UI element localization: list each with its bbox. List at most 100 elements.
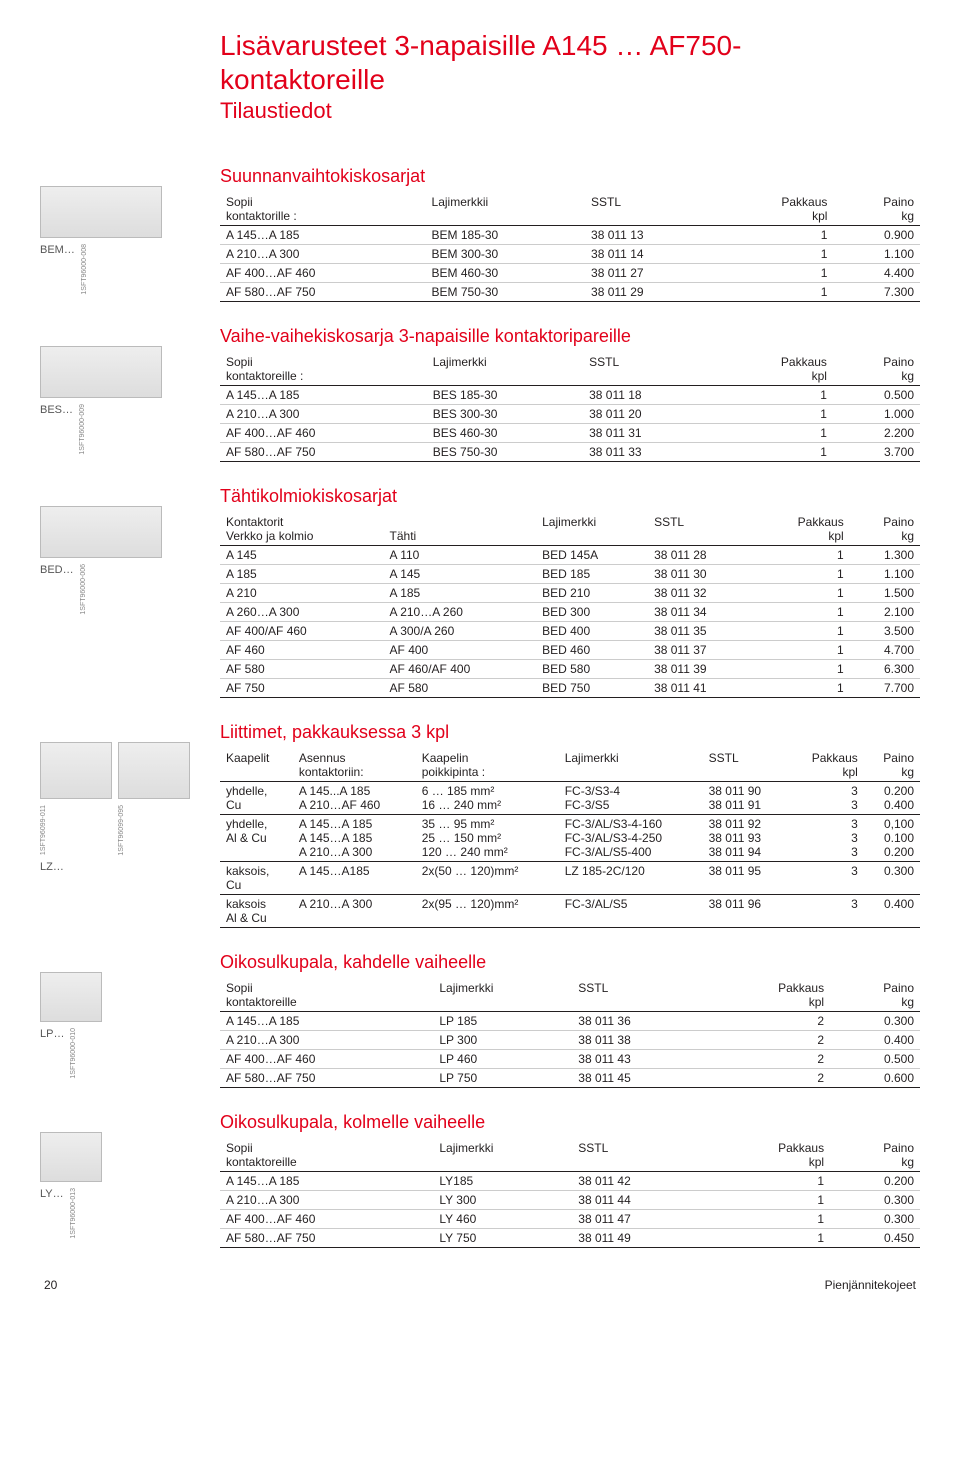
table-cell: 33 — [787, 782, 863, 815]
column-header: Painokg — [830, 1139, 920, 1172]
table-cell: 0.900 — [833, 226, 920, 245]
column-header: Painokg — [833, 353, 920, 386]
table-cell: 0.400 — [864, 895, 920, 928]
section-bes: BES… 1SFT96000-009 Vaihe-vaihekiskosarja… — [40, 316, 920, 462]
table-cell: AF 400…AF 460 — [220, 1210, 433, 1229]
table-row: AF 400…AF 460BEM 460-3038 011 2714.400 — [220, 264, 920, 283]
table-cell: 2 — [708, 1069, 830, 1088]
table-cell: FC-3/S3-4FC-3/S5 — [559, 782, 703, 815]
table-cell: 2.100 — [850, 603, 920, 622]
image-ref-code: 1SFT96000-013 — [70, 1188, 77, 1239]
table-row: A 210A 185BED 21038 011 3211.500 — [220, 584, 920, 603]
table-cell: 38 011 44 — [572, 1191, 708, 1210]
page-title-line2: kontaktoreille — [220, 64, 920, 96]
table-cell: A 300/A 260 — [384, 622, 537, 641]
table-lp: SopiikontaktoreilleLajimerkkiSSTLPakkaus… — [220, 979, 920, 1088]
column-header: Asennuskontaktoriin: — [293, 749, 416, 782]
section-bed: BED… 1SFT96000-006 Tähtikolmiokiskosarja… — [40, 476, 920, 698]
table-cell: A 145…A 185 — [220, 1172, 433, 1191]
table-cell: 7.300 — [833, 283, 920, 302]
table-cell: AF 580…AF 750 — [220, 283, 426, 302]
table-cell: AF 580…AF 750 — [220, 1069, 433, 1088]
table-cell: BED 750 — [536, 679, 648, 698]
column-header: Kaapelit — [220, 749, 293, 782]
table-cell: 1 — [716, 264, 834, 283]
column-header: SSTL — [648, 513, 754, 546]
table-cell: 38 011 45 — [572, 1069, 708, 1088]
column-header: Pakkauskpl — [716, 193, 834, 226]
section-heading: Vaihe-vaihekiskosarja 3-napaisille konta… — [220, 326, 920, 347]
section-heading: Oikosulkupala, kolmelle vaiheelle — [220, 1112, 920, 1133]
table-cell: A 145...A 185A 210…AF 460 — [293, 782, 416, 815]
column-header: Lajimerkki — [433, 1139, 572, 1172]
table-cell: BED 580 — [536, 660, 648, 679]
image-ref-code: 1SFT96000-010 — [70, 1028, 77, 1079]
image-label: BES… — [40, 404, 73, 455]
table-cell: 1 — [754, 565, 849, 584]
table-cell: 38 011 47 — [572, 1210, 708, 1229]
table-cell: AF 460/AF 400 — [384, 660, 537, 679]
table-cell: BED 300 — [536, 603, 648, 622]
table-cell: LY 750 — [433, 1229, 572, 1248]
table-cell: BEM 300-30 — [426, 245, 586, 264]
column-header: Pakkauskpl — [715, 353, 833, 386]
column-header: Pakkauskpl — [708, 1139, 830, 1172]
table-cell: AF 580 — [220, 660, 384, 679]
table-cell: A 210 — [220, 584, 384, 603]
table-cell: BES 185-30 — [427, 386, 583, 405]
section-heading: Tähtikolmiokiskosarjat — [220, 486, 920, 507]
table-cell: 38 011 33 — [583, 443, 715, 462]
table-cell: BED 210 — [536, 584, 648, 603]
table-cell: 38 011 29 — [585, 283, 716, 302]
table-cell: 38 011 18 — [583, 386, 715, 405]
table-cell: A 210…A 260 — [384, 603, 537, 622]
column-header: SSTL — [572, 979, 708, 1012]
column-header: Lajimerkki — [559, 749, 703, 782]
column-header: Painokg — [833, 193, 920, 226]
table-ly: SopiikontaktoreilleLajimerkkiSSTLPakkaus… — [220, 1139, 920, 1248]
table-cell: LP 185 — [433, 1012, 572, 1031]
column-header: Painokg — [830, 979, 920, 1012]
table-row: AF 400…AF 460LP 46038 011 4320.500 — [220, 1050, 920, 1069]
table-cell: yhdelle,Al & Cu — [220, 815, 293, 862]
table-row: yhdelle,CuA 145...A 185A 210…AF 4606 … 1… — [220, 782, 920, 815]
table-cell: 1 — [754, 546, 849, 565]
table-cell: AF 400…AF 460 — [220, 1050, 433, 1069]
table-row: AF 580…AF 750BEM 750-3038 011 2917.300 — [220, 283, 920, 302]
table-cell: 0.400 — [830, 1031, 920, 1050]
table-row: A 145…A 185BEM 185-3038 011 1310.900 — [220, 226, 920, 245]
table-cell: BEM 460-30 — [426, 264, 586, 283]
table-cell: LY 300 — [433, 1191, 572, 1210]
product-image — [40, 346, 162, 398]
table-cell: 38 011 31 — [583, 424, 715, 443]
table-row: A 145…A 185LP 18538 011 3620.300 — [220, 1012, 920, 1031]
column-header: SSTL — [583, 353, 715, 386]
table-cell: AF 400…AF 460 — [220, 424, 427, 443]
table-cell: A 210…A 300 — [220, 1191, 433, 1210]
product-image — [40, 972, 102, 1022]
column-header: Lajimerkki — [536, 513, 648, 546]
table-row: A 210…A 300BEM 300-3038 011 1411.100 — [220, 245, 920, 264]
table-cell: 0.450 — [830, 1229, 920, 1248]
table-cell: 38 011 42 — [572, 1172, 708, 1191]
table-cell: 38 011 20 — [583, 405, 715, 424]
table-cell: A 145…A 185A 145…A 185A 210…A 300 — [293, 815, 416, 862]
table-cell: 1.100 — [850, 565, 920, 584]
table-cell: FC-3/AL/S5 — [559, 895, 703, 928]
table-cell: 35 … 95 mm²25 … 150 mm²120 … 240 mm² — [416, 815, 559, 862]
table-cell: 38 011 9238 011 9338 011 94 — [703, 815, 788, 862]
table-cell: A 210…A 300 — [220, 245, 426, 264]
table-cell: A 145…A 185 — [220, 226, 426, 245]
table-row: A 145A 110BED 145A38 011 2811.300 — [220, 546, 920, 565]
table-cell: 3 — [787, 862, 863, 895]
table-cell: BED 400 — [536, 622, 648, 641]
table-row: AF 400/AF 460A 300/A 260BED 40038 011 35… — [220, 622, 920, 641]
table-cell: 333 — [787, 815, 863, 862]
footer-page-number: 20 — [44, 1278, 57, 1292]
table-cell: 1 — [708, 1172, 830, 1191]
product-image — [40, 186, 162, 238]
table-cell: 0.600 — [830, 1069, 920, 1088]
table-row: kaksois,CuA 145…A1852x(50 … 120)mm²LZ 18… — [220, 862, 920, 895]
column-header: SSTL — [572, 1139, 708, 1172]
section-bem: BEM… 1SFT96000-008 Suunnanvaihtokiskosar… — [40, 156, 920, 302]
